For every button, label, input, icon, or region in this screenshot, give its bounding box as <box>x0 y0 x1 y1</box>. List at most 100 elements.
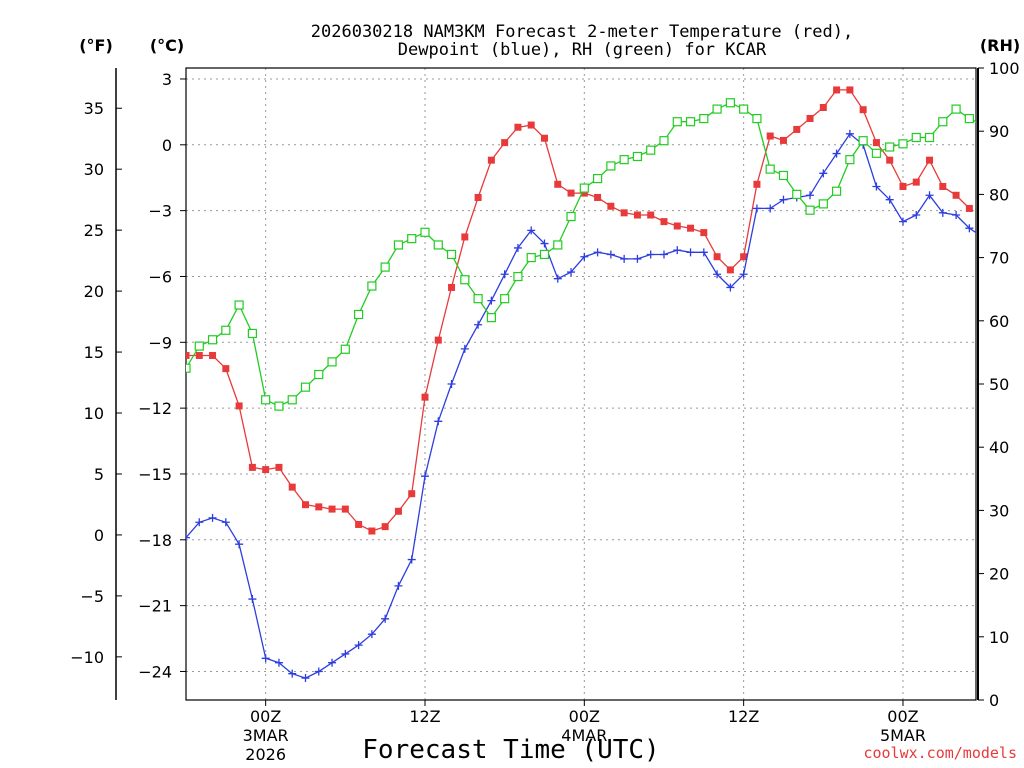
rh-point <box>234 300 244 310</box>
rh-point <box>871 148 882 158</box>
rh-point <box>186 363 191 373</box>
rh-tick-label: 100 <box>989 59 1020 78</box>
rh-point <box>566 211 576 222</box>
chart-title-line2: Dewpoint (blue), RH (green) for KCAR <box>398 40 767 60</box>
temperature-point <box>580 189 588 197</box>
rh-point <box>420 227 430 237</box>
x-axis-label: Forecast Time (UTC) <box>362 735 659 765</box>
x-tick-label: 00Z <box>887 707 918 726</box>
rh-point <box>500 294 510 304</box>
dewpoint-point <box>832 149 841 158</box>
dewpoint-point <box>898 217 907 226</box>
dewpoint-point <box>952 211 961 220</box>
rh-point <box>898 139 908 149</box>
rh-point <box>526 253 536 263</box>
dewpoint-point <box>221 518 230 527</box>
rh-point <box>460 275 470 285</box>
temperature-point <box>594 193 602 201</box>
temperature-point <box>779 136 787 144</box>
rh-point <box>831 186 842 196</box>
dewpoint-point <box>314 667 323 676</box>
c-tick-label: −24 <box>138 662 172 681</box>
dewpoint-point <box>186 533 190 542</box>
rh-point <box>845 155 855 165</box>
temperature-point <box>886 156 894 164</box>
temperature-point <box>328 505 336 513</box>
rh-point <box>367 281 377 291</box>
rh-point <box>380 262 390 272</box>
dewpoint-point <box>407 555 416 564</box>
credit-text: coolwx.com/models <box>863 744 1017 762</box>
temperature-point <box>408 490 416 498</box>
temperature-point <box>673 222 681 230</box>
dewpoint-point <box>979 233 987 241</box>
fahrenheit-unit-label: (°F) <box>79 36 113 55</box>
rh-point <box>659 136 669 146</box>
temperature-point <box>846 86 854 94</box>
temperature-point <box>819 104 827 111</box>
temperature-point <box>209 351 217 359</box>
f-tick-label: −10 <box>70 648 104 667</box>
rh-point <box>858 136 868 146</box>
rh-point <box>539 249 550 260</box>
f-tick-label: 15 <box>84 343 104 362</box>
dewpoint-point <box>474 320 483 329</box>
dewpoint-point <box>460 344 469 353</box>
dewpoint-point <box>261 654 270 663</box>
rh-tick-label: 40 <box>989 438 1009 457</box>
rh-point <box>433 240 443 250</box>
dewpoint-point <box>527 226 536 235</box>
dewpoint-point <box>633 254 642 263</box>
rh-point <box>261 395 271 405</box>
dewpoint-point <box>354 641 363 650</box>
temperature-point <box>540 134 548 142</box>
series-group <box>186 86 987 683</box>
x-tick-year-label: 2026 <box>245 745 286 764</box>
rh-point <box>805 205 815 215</box>
dewpoint-point <box>580 252 589 261</box>
f-tick-label: 20 <box>84 282 104 301</box>
temperature-point <box>434 336 442 344</box>
temperature-point <box>368 527 376 535</box>
dewpoint-point <box>381 614 390 623</box>
rh-point <box>646 145 656 155</box>
dewpoint-point <box>872 182 881 191</box>
rh-point <box>287 395 297 405</box>
temperature-point <box>952 191 960 199</box>
c-tick-label: 0 <box>162 136 172 155</box>
temperature-point <box>474 193 482 201</box>
c-tick-label: −3 <box>148 202 172 221</box>
temperature-point <box>186 351 190 359</box>
temperature-point <box>899 183 907 190</box>
dewpoint-point <box>248 595 257 604</box>
x-tick-label: 12Z <box>728 707 759 726</box>
rh-point <box>513 271 523 282</box>
temperature-point <box>487 156 495 164</box>
rh-tick-label: 50 <box>989 375 1009 394</box>
temperature-point <box>965 204 973 212</box>
temperature-point <box>793 125 801 133</box>
temperature-point <box>912 178 920 186</box>
dewpoint-point <box>447 380 456 388</box>
rh-point <box>885 142 895 152</box>
temperature-point <box>514 123 522 131</box>
f-tick-label: −5 <box>80 587 104 606</box>
dewpoint-point <box>912 211 921 220</box>
x-tick-label: 00Z <box>569 707 600 726</box>
dewpoint-point <box>367 630 376 639</box>
temperature-point <box>726 266 734 274</box>
dewpoint-point <box>288 669 297 678</box>
dewpoint-point <box>673 246 682 255</box>
temperature-point <box>222 365 230 373</box>
c-tick-label: −18 <box>138 531 172 550</box>
temperature-point <box>355 520 363 528</box>
x-tick-date-label: 4MAR <box>561 726 607 745</box>
dewpoint-point <box>739 270 748 279</box>
rh-unit-label: (RH) <box>980 36 1020 55</box>
dewpoint-point <box>606 250 615 259</box>
rh-point <box>354 309 364 320</box>
c-tick-label: −9 <box>148 333 172 352</box>
dewpoint-point <box>513 243 522 252</box>
f-tick-label: 30 <box>84 160 104 179</box>
